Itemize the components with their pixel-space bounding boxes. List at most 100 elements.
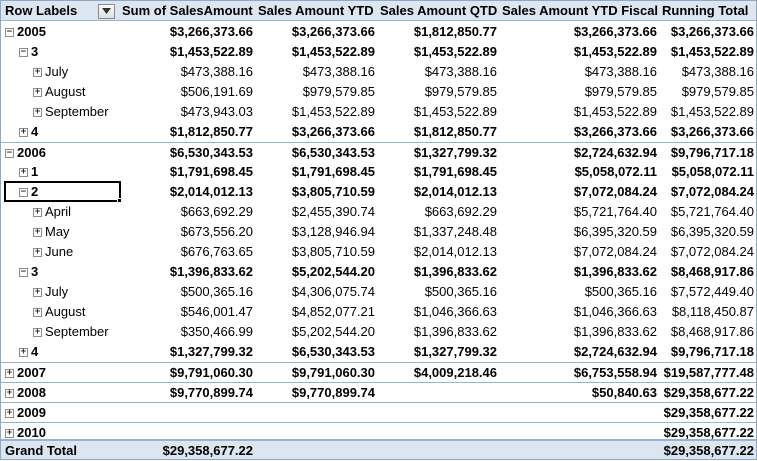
plus-box-icon[interactable]: + [33,107,42,117]
table-cell[interactable]: $3,266,373.66 [670,24,754,39]
table-cell[interactable]: $3,266,373.66 [291,24,375,39]
table-cell[interactable]: $2,014,012.13 [169,184,253,199]
table-cell[interactable]: $7,072,084.24 [670,244,754,259]
minus-box-icon[interactable]: − [5,148,14,158]
row-label[interactable]: +2009 [1,403,119,423]
header-row-labels[interactable]: Row Labels [1,1,119,21]
table-cell[interactable]: $6,530,343.53 [169,145,253,160]
table-cell[interactable]: $1,453,522.89 [413,44,497,59]
table-cell[interactable]: $7,072,084.24 [670,184,754,199]
table-cell[interactable] [377,383,499,403]
row-label[interactable]: +2007 [1,363,119,383]
table-cell[interactable]: $979,579.85 [424,84,497,99]
table-cell[interactable]: $1,453,522.89 [573,44,657,59]
table-cell[interactable]: $350,466.99 [180,324,253,339]
table-cell[interactable]: $6,530,343.53 [291,344,375,359]
table-cell[interactable]: $6,753,558.94 [573,365,657,380]
plus-box-icon[interactable]: + [33,307,42,317]
table-cell[interactable]: $50,840.63 [591,385,657,400]
row-label[interactable]: + September [1,102,119,122]
table-cell[interactable]: $5,202,544.20 [291,264,375,279]
table-cell[interactable]: $1,453,522.89 [169,44,253,59]
row-label[interactable]: + July [1,62,119,82]
table-cell[interactable]: $9,796,717.18 [670,344,754,359]
table-cell[interactable]: $500,365.16 [424,284,497,299]
row-label[interactable]: + May [1,222,119,242]
table-cell[interactable]: $1,396,833.62 [413,264,497,279]
plus-box-icon[interactable]: + [33,287,42,297]
table-cell[interactable]: $546,001.47 [180,304,253,319]
minus-box-icon[interactable]: − [19,267,28,277]
grand-total-cell[interactable] [499,441,659,461]
grand-total-cell[interactable]: $29,358,677.22 [162,443,253,458]
table-cell[interactable]: $3,266,373.66 [573,24,657,39]
table-cell[interactable]: $3,266,373.66 [670,124,754,139]
table-cell[interactable]: $473,943.03 [180,104,253,119]
table-cell[interactable]: $3,266,373.66 [291,124,375,139]
plus-box-icon[interactable]: + [19,127,28,137]
row-label[interactable]: +2010 [1,423,119,443]
table-cell[interactable]: $1,327,799.32 [413,344,497,359]
plus-box-icon[interactable]: + [5,388,14,398]
table-cell[interactable]: $1,791,698.45 [413,164,497,179]
header-sales-amount-ytd[interactable]: Sales Amount YTD [258,3,374,18]
table-cell[interactable]: $979,579.85 [584,84,657,99]
table-cell[interactable]: $4,306,075.74 [291,284,375,299]
table-cell[interactable]: $8,118,450.87 [671,304,754,319]
table-cell[interactable]: $29,358,677.22 [663,425,754,440]
table-cell[interactable]: $2,455,390.74 [291,204,375,219]
row-label[interactable]: +4 [1,122,119,142]
table-cell[interactable]: $506,191.69 [180,84,253,99]
plus-box-icon[interactable]: + [5,408,14,418]
row-label[interactable]: + June [1,242,119,262]
table-cell[interactable]: $3,128,946.94 [291,224,375,239]
grand-total-cell[interactable] [255,441,377,461]
table-cell[interactable]: $2,014,012.13 [413,184,497,199]
row-label[interactable]: + August [1,82,119,102]
table-cell[interactable]: $676,763.65 [180,244,253,259]
row-label[interactable]: −2 [1,182,119,202]
table-cell[interactable]: $6,395,320.59 [670,224,754,239]
table-cell[interactable]: $673,556.20 [180,224,253,239]
table-cell[interactable]: $663,692.29 [424,204,497,219]
table-cell[interactable]: $1,453,522.89 [670,104,754,119]
table-cell[interactable]: $1,396,833.62 [169,264,253,279]
table-cell[interactable]: $5,058,072.11 [671,164,754,179]
table-cell[interactable]: $1,046,366.63 [413,304,497,319]
plus-box-icon[interactable]: + [19,167,28,177]
table-cell[interactable]: $2,724,632.94 [573,145,657,160]
table-cell[interactable]: $9,791,060.30 [291,365,375,380]
row-label[interactable]: + August [1,302,119,322]
row-label[interactable]: −2006 [1,143,119,163]
table-cell[interactable]: $5,202,544.20 [291,324,375,339]
header-running-total[interactable]: Running Total [662,3,749,18]
table-cell[interactable]: $1,327,799.32 [413,145,497,160]
plus-box-icon[interactable]: + [33,67,42,77]
table-cell[interactable]: $8,468,917.86 [670,324,754,339]
table-cell[interactable]: $9,796,717.18 [670,145,754,160]
table-cell[interactable]: $6,395,320.59 [573,224,657,239]
row-label[interactable]: +2008 [1,383,119,403]
header-sum-sales-amount[interactable]: Sum of SalesAmount [122,3,253,18]
row-label[interactable]: −3 [1,42,119,62]
header-sales-amount-qtd[interactable]: Sales Amount QTD [380,3,498,18]
table-cell[interactable]: $9,791,060.30 [169,365,253,380]
table-cell[interactable]: $3,805,710.59 [291,184,375,199]
row-label[interactable]: + July [1,282,119,302]
table-cell[interactable]: $9,770,899.74 [291,385,375,400]
table-cell[interactable]: $1,453,522.89 [573,104,657,119]
table-cell[interactable]: $29,358,677.22 [663,385,754,400]
table-cell[interactable] [119,403,255,423]
plus-box-icon[interactable]: + [5,368,14,378]
table-cell[interactable]: $5,721,764.40 [573,204,657,219]
table-cell[interactable]: $3,266,373.66 [573,124,657,139]
table-cell[interactable]: $4,852,077.21 [291,304,375,319]
minus-box-icon[interactable]: − [19,187,28,197]
row-label[interactable]: −2005 [1,22,119,42]
table-cell[interactable]: $7,072,084.24 [573,184,657,199]
table-cell[interactable]: $9,770,899.74 [169,385,253,400]
table-cell[interactable]: $1,337,248.48 [413,224,497,239]
table-cell[interactable]: $1,453,522.89 [291,104,375,119]
table-cell[interactable]: $7,072,084.24 [573,244,657,259]
row-label[interactable]: + September [1,322,119,342]
